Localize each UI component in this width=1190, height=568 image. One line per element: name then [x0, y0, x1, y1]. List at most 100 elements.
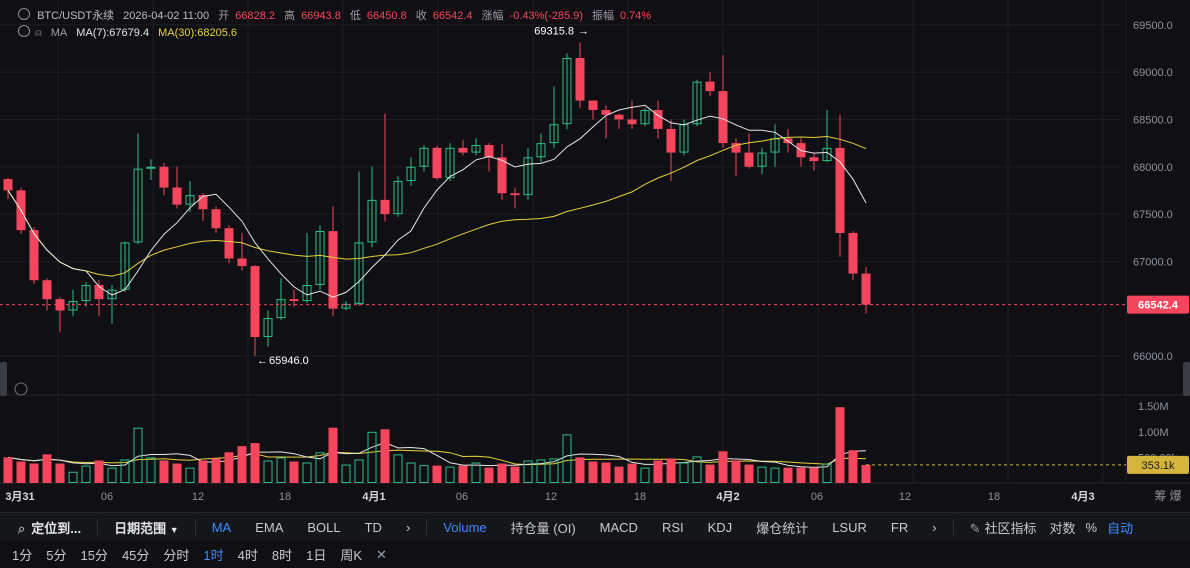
volume-bar	[562, 434, 572, 483]
volume-button[interactable]: Volume	[443, 519, 487, 535]
timeframe-1m[interactable]: 1分	[12, 548, 33, 563]
current-volume-label: 353.1k	[1141, 460, 1175, 472]
price-tick-label: 67000.0	[1133, 256, 1173, 268]
volume-bar	[81, 465, 91, 484]
ma7-value: MA(7):67679.4	[76, 27, 150, 39]
candle-body	[432, 147, 442, 179]
volume-bar	[510, 466, 520, 483]
date-range-button[interactable]: 日期范围 ▼	[114, 520, 179, 536]
time-axis-label: 3月31	[5, 490, 34, 503]
percent-scale-button[interactable]: %	[1085, 519, 1098, 535]
candle-body	[692, 81, 702, 125]
right-scroll-handle[interactable]	[1183, 362, 1190, 396]
time-axis-label: 4月1	[362, 490, 385, 503]
ma-button[interactable]: MA	[211, 519, 232, 535]
volume-bar	[198, 460, 208, 483]
fr-button[interactable]: FR	[890, 519, 909, 535]
td-button[interactable]: TD	[364, 519, 382, 535]
volume-bar	[822, 463, 832, 484]
candle-body	[471, 145, 481, 153]
max-arrow-icon: →	[578, 25, 589, 37]
volume-bar	[250, 443, 260, 483]
candle-body	[354, 242, 364, 304]
current-price-tag	[1127, 295, 1189, 314]
amplitude-value: 0.74%	[619, 10, 652, 22]
volume-bar	[588, 461, 598, 483]
candle-body	[627, 119, 637, 125]
bell-icon[interactable]: ⍝	[35, 27, 42, 39]
ema-button[interactable]: EMA	[255, 519, 284, 535]
candle-body	[484, 145, 494, 158]
community-indicators-button[interactable]: ✎ 社区指标	[969, 520, 1037, 536]
volume-bar	[432, 465, 442, 483]
timeframe-5m[interactable]: 5分	[46, 548, 67, 563]
candle-body	[29, 230, 39, 281]
time-axis-label: 12	[545, 491, 557, 503]
locate-button[interactable]: ⌕ 定位到...	[18, 520, 82, 536]
time-axis-label: 18	[634, 491, 646, 503]
volume-bar	[146, 457, 156, 484]
more-main-indicators-button[interactable]: ›	[405, 519, 411, 535]
change-label: 涨幅	[481, 10, 504, 22]
timeframe-timeshare[interactable]: 分时	[163, 548, 190, 563]
circle-icon[interactable]	[18, 25, 30, 37]
volume-tick-label: 1.50M	[1138, 401, 1169, 413]
candle-body	[81, 284, 91, 302]
candle-body	[614, 114, 624, 120]
volume-bar	[172, 463, 182, 483]
timeframe-15m[interactable]: 15分	[80, 548, 108, 563]
lsur-button[interactable]: LSUR	[832, 519, 867, 535]
volume-bar	[601, 462, 611, 483]
log-scale-button[interactable]: 对数	[1049, 520, 1076, 536]
time-axis-label: 4月2	[716, 490, 739, 503]
candle-body	[133, 168, 143, 243]
candle-body	[640, 110, 650, 125]
volume-bar	[692, 456, 702, 484]
kdj-button[interactable]: KDJ	[707, 519, 733, 535]
candle-body	[146, 166, 156, 169]
time-axis-label: 06	[101, 491, 113, 503]
timeframe-1d[interactable]: 1日	[306, 548, 327, 563]
candle-body	[289, 299, 299, 302]
candle-body	[393, 180, 403, 215]
left-scroll-handle[interactable]	[0, 362, 7, 396]
ma-legend: ⍝ MA MA(7):67679.4 MA(30):68205.6	[18, 25, 243, 40]
auto-scale-button[interactable]: 自动	[1107, 520, 1134, 536]
oi-button[interactable]: 持仓量 (OI)	[510, 520, 576, 536]
volume-bar	[42, 454, 52, 483]
timeframe-8h[interactable]: 8时	[271, 548, 293, 563]
volume-bar	[3, 457, 13, 483]
volume-bar	[523, 460, 533, 484]
volume-bar	[848, 450, 858, 483]
volume-bar	[471, 462, 481, 484]
candle-body	[510, 193, 520, 196]
candle-body	[835, 147, 845, 233]
candle-body	[718, 91, 728, 144]
macd-button[interactable]: MACD	[599, 519, 638, 535]
volume-bar	[237, 446, 247, 483]
timeframe-1w[interactable]: 周K	[340, 548, 363, 563]
rsi-button[interactable]: RSI	[661, 519, 684, 535]
candle-body	[562, 58, 572, 125]
candle-body	[705, 81, 715, 92]
min-price-label: 65946.0	[269, 355, 309, 367]
ma-label: MA	[50, 27, 68, 39]
timeframe-45m[interactable]: 45分	[121, 548, 150, 563]
timeframe-1h[interactable]: 1时	[203, 548, 224, 563]
chevron-down-icon[interactable]	[18, 8, 30, 20]
volume-bar	[276, 457, 286, 484]
time-axis-label: 4月3	[1071, 490, 1094, 503]
boll-button[interactable]: BOLL	[307, 519, 341, 535]
volume-bar	[419, 465, 429, 483]
time-axis-label: 06	[456, 491, 468, 503]
volume-bar	[16, 461, 26, 483]
timeframe-4h[interactable]: 4时	[237, 548, 258, 563]
liquidation-button[interactable]: 爆仓统计	[756, 520, 809, 536]
open-value: 66828.2	[235, 10, 275, 22]
time-axis-label: 18	[988, 491, 1000, 503]
low-value: 66450.8	[366, 10, 407, 22]
close-icon[interactable]: ✕	[376, 546, 387, 562]
candle-body	[94, 284, 104, 300]
more-sub-indicators-button[interactable]: ›	[932, 519, 937, 535]
